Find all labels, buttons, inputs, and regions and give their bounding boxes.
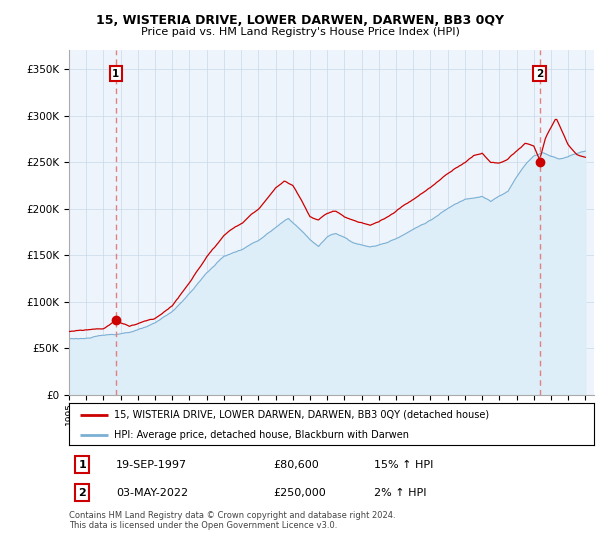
Text: 2% ↑ HPI: 2% ↑ HPI: [373, 488, 426, 498]
Text: £80,600: £80,600: [274, 460, 320, 470]
Text: 15, WISTERIA DRIVE, LOWER DARWEN, DARWEN, BB3 0QY: 15, WISTERIA DRIVE, LOWER DARWEN, DARWEN…: [96, 14, 504, 27]
Text: HPI: Average price, detached house, Blackburn with Darwen: HPI: Average price, detached house, Blac…: [113, 430, 409, 440]
Text: £250,000: £250,000: [274, 488, 326, 498]
Text: 1: 1: [112, 69, 119, 78]
Text: 15, WISTERIA DRIVE, LOWER DARWEN, DARWEN, BB3 0QY (detached house): 15, WISTERIA DRIVE, LOWER DARWEN, DARWEN…: [113, 410, 489, 420]
Text: 19-SEP-1997: 19-SEP-1997: [116, 460, 187, 470]
Text: Price paid vs. HM Land Registry's House Price Index (HPI): Price paid vs. HM Land Registry's House …: [140, 27, 460, 37]
Text: Contains HM Land Registry data © Crown copyright and database right 2024.
This d: Contains HM Land Registry data © Crown c…: [69, 511, 395, 530]
Text: 15% ↑ HPI: 15% ↑ HPI: [373, 460, 433, 470]
Text: 1: 1: [78, 460, 86, 470]
Text: 03-MAY-2022: 03-MAY-2022: [116, 488, 188, 498]
Text: 2: 2: [536, 69, 543, 78]
Text: 2: 2: [78, 488, 86, 498]
